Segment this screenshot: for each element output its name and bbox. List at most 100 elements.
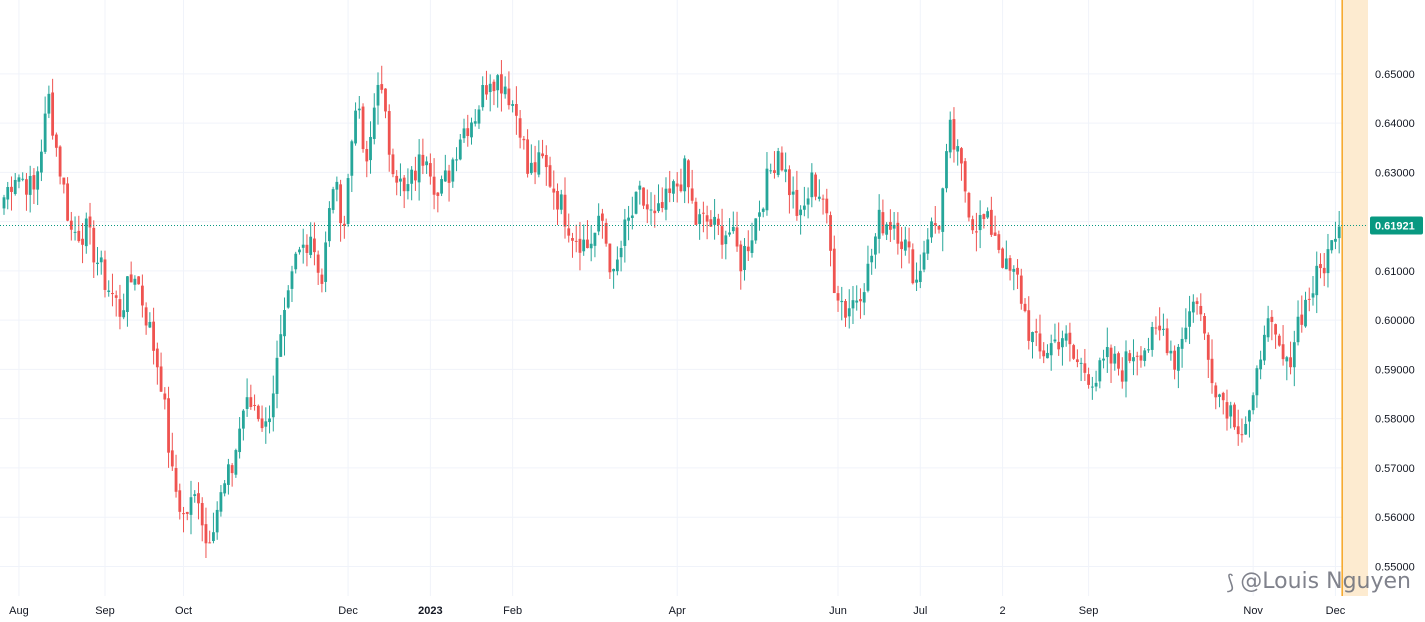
candle (1019, 268, 1023, 310)
candle-body (888, 222, 892, 230)
candle (526, 129, 529, 178)
candle-body (503, 86, 507, 95)
candle (1322, 252, 1326, 287)
candle-body (1075, 359, 1079, 363)
candle (380, 65, 384, 94)
candle (339, 179, 342, 242)
candle-body (1162, 328, 1165, 330)
candle-body (810, 172, 814, 198)
candle-body (1169, 350, 1173, 354)
candle (1334, 221, 1337, 250)
candle (507, 71, 511, 110)
candle-body (1218, 394, 1221, 397)
candle (1158, 307, 1162, 341)
price-tick-label: 0.64000 (1375, 118, 1415, 130)
candle-body (713, 216, 716, 225)
candle (731, 211, 735, 234)
candle (256, 404, 260, 422)
candle-body (851, 300, 855, 309)
candle (290, 265, 294, 302)
candle-body (305, 244, 309, 253)
candle (402, 175, 406, 209)
candle (144, 302, 148, 335)
price-axis[interactable]: 0.55000 0.56000 0.57000 0.58000 0.59000 0.600… (1375, 69, 1415, 574)
candle (234, 448, 238, 478)
candle-body (204, 524, 208, 544)
candle-body (473, 121, 477, 124)
candle (342, 215, 346, 239)
candle-body (634, 191, 638, 214)
candle-body (470, 122, 473, 138)
candle-body (1049, 343, 1053, 356)
candle-body (1319, 264, 1322, 269)
candle (989, 196, 993, 237)
candle-body (301, 244, 305, 248)
time-tick-label: Jun (829, 605, 847, 617)
candle (630, 196, 634, 230)
candle-body (537, 152, 541, 175)
candle (1061, 330, 1064, 366)
candle (1229, 401, 1233, 429)
candle (907, 227, 911, 264)
candle (77, 215, 81, 243)
candle (286, 285, 290, 309)
candle-body (788, 169, 791, 196)
candle (271, 375, 275, 432)
candle (817, 179, 821, 202)
candle (1173, 345, 1177, 380)
candle-body (645, 204, 649, 210)
candle-body (1289, 357, 1292, 368)
candle-body (701, 212, 705, 214)
candle-body (1176, 346, 1180, 371)
candle (604, 218, 608, 247)
candle (477, 105, 481, 129)
candle-body (1255, 368, 1259, 396)
candle (511, 100, 515, 113)
candle (701, 201, 705, 233)
candle-body (279, 334, 283, 357)
candle (178, 483, 182, 520)
candle-body (937, 225, 941, 230)
candle-body (350, 141, 354, 176)
candle-body (552, 188, 556, 193)
candle (1094, 370, 1098, 392)
candle (933, 206, 937, 234)
candle (1162, 313, 1165, 336)
candle (1150, 321, 1154, 357)
candle (1304, 291, 1307, 328)
candle (915, 262, 918, 292)
candle (443, 154, 447, 182)
candle (1188, 295, 1191, 344)
candle (739, 240, 743, 290)
candle-body (126, 276, 129, 313)
candle-body (978, 215, 982, 231)
candle-body (466, 128, 470, 137)
candle (223, 480, 227, 497)
candle-body (956, 146, 960, 152)
candle-body (683, 158, 687, 192)
candle (1165, 318, 1169, 356)
candle (544, 145, 548, 186)
candle-body (286, 290, 290, 308)
candle (877, 194, 881, 254)
candle (36, 166, 40, 206)
candle-body (960, 148, 963, 164)
candle (331, 186, 335, 214)
candle-body (765, 168, 769, 211)
candle-body (417, 154, 421, 183)
candle (357, 95, 361, 119)
candle-body (477, 109, 481, 124)
candle (754, 218, 758, 244)
candle (376, 72, 380, 125)
time-tick-label: Dec (338, 605, 358, 617)
time-axis[interactable]: Aug Sep Oct Dec 2023 Feb Apr Jun Jul 2 Sep Nov Dec (9, 605, 1346, 617)
price-tick-label: 0.58000 (1375, 414, 1415, 426)
candle-body (1180, 338, 1184, 349)
candle-body (54, 134, 58, 148)
candle (481, 76, 485, 111)
candle (612, 268, 616, 289)
candle (522, 135, 526, 150)
candle-body (155, 348, 159, 368)
candle-body (1274, 324, 1277, 335)
candle-body (114, 295, 118, 298)
